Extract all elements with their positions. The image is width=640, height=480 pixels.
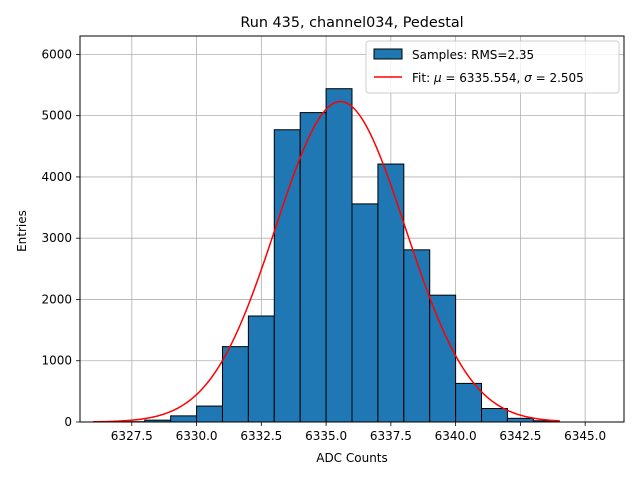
legend-sigma-symbol: σ (524, 71, 532, 85)
legend-sigma-value: = 2.505 (532, 71, 584, 85)
legend-samples-label: Samples: RMS=2.35 (412, 48, 534, 62)
y-axis-ticks: 0 1000 2000 3000 4000 5000 6000 (41, 47, 80, 429)
x-tick-label: 6340.0 (435, 429, 477, 443)
x-tick-label: 6332.5 (240, 429, 282, 443)
gaussian-fit-curve (92, 100, 560, 423)
legend-box (365, 40, 620, 94)
histogram-bar (506, 417, 534, 423)
histogram-bar (299, 112, 327, 423)
y-tick-label: 4000 (41, 170, 72, 184)
histogram-bar (196, 405, 223, 423)
x-tick-label: 6342.5 (499, 429, 541, 443)
y-tick-label: 3000 (41, 231, 72, 245)
legend: Samples: RMS=2.35 Fit: μ = 6335.554, σ =… (365, 40, 620, 94)
y-tick-label: 5000 (41, 109, 72, 123)
y-axis-label: Entries (15, 210, 29, 252)
histogram-bar (403, 249, 431, 423)
y-tick-label: 6000 (41, 47, 72, 61)
histogram-bar (221, 346, 249, 423)
x-tick-label: 6330.0 (176, 429, 218, 443)
x-tick-label: 6345.0 (564, 429, 606, 443)
legend-mu-value: = 6335.554, (442, 71, 525, 85)
y-tick-label: 1000 (41, 354, 72, 368)
histogram-bar (247, 315, 275, 423)
x-tick-label: 6327.5 (111, 429, 153, 443)
x-axis-label: ADC Counts (316, 451, 388, 465)
histogram-bar (351, 203, 379, 423)
legend-fit-label: Fit: μ = 6335.554, σ = 2.505 (412, 71, 584, 85)
legend-fit-prefix: Fit: (412, 71, 434, 85)
y-tick-label: 0 (64, 415, 72, 429)
histogram-bar (325, 88, 353, 423)
histogram-bar (429, 294, 457, 423)
histogram-bar (377, 163, 405, 423)
histogram-bar (170, 415, 198, 423)
legend-mu-symbol: μ (433, 71, 442, 85)
axes-frame (79, 35, 625, 423)
x-tick-label: 6337.5 (370, 429, 412, 443)
y-tick-label: 2000 (41, 292, 72, 306)
x-axis-ticks: 6327.5 6330.0 6332.5 6335.0 6337.5 6340.0 6342… (111, 422, 606, 443)
x-tick-label: 6335.0 (305, 429, 347, 443)
legend-bar-swatch (373, 48, 403, 60)
chart-title: Run 435, channel034, Pedestal (240, 15, 463, 31)
histogram-bar (273, 129, 301, 423)
histogram-bar (481, 408, 508, 423)
histogram-bar (455, 382, 483, 423)
